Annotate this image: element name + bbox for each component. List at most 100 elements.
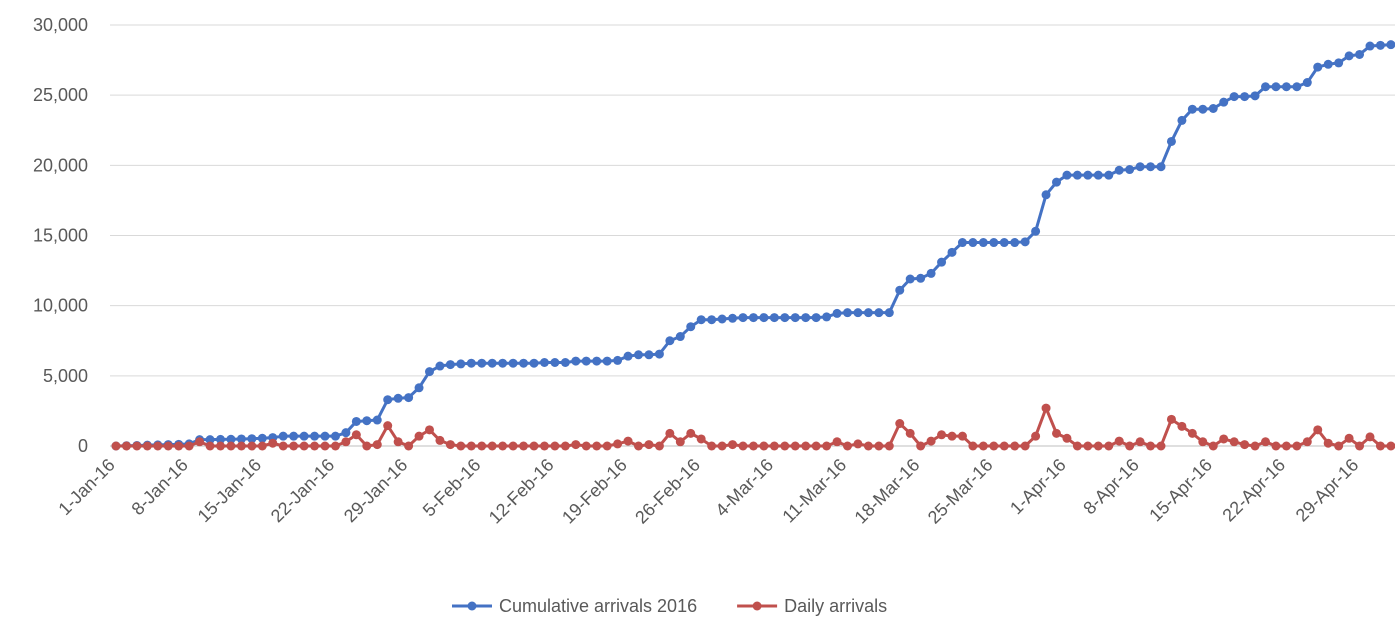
- data-point: [1344, 51, 1354, 61]
- data-point: [1271, 82, 1281, 92]
- data-point: [884, 308, 894, 318]
- data-point: [1198, 104, 1208, 114]
- data-point: [863, 441, 873, 451]
- data-point: [278, 441, 288, 451]
- data-point: [142, 441, 152, 451]
- data-point: [989, 238, 999, 248]
- data-point: [529, 441, 539, 451]
- data-point: [947, 247, 957, 257]
- data-point: [477, 441, 487, 451]
- data-point: [362, 441, 372, 451]
- data-point: [174, 441, 184, 451]
- data-point: [163, 441, 173, 451]
- data-point: [1010, 441, 1020, 451]
- y-tick-label: 20,000: [33, 155, 88, 175]
- data-point: [1177, 115, 1187, 125]
- data-point: [602, 356, 612, 366]
- data-point: [550, 358, 560, 368]
- data-point: [498, 358, 508, 368]
- data-point: [1135, 162, 1145, 172]
- data-point: [341, 428, 351, 438]
- data-point: [780, 441, 790, 451]
- data-point: [1135, 437, 1145, 447]
- data-point: [310, 441, 320, 451]
- data-point: [895, 419, 905, 429]
- data-point: [790, 441, 800, 451]
- data-point: [236, 441, 246, 451]
- data-point: [1334, 441, 1344, 451]
- data-point: [1093, 441, 1103, 451]
- data-point: [425, 367, 434, 377]
- data-point: [1072, 170, 1082, 180]
- data-point: [613, 439, 623, 449]
- data-point: [592, 356, 602, 366]
- data-point: [832, 308, 842, 318]
- legend-label: Daily arrivals: [784, 596, 887, 616]
- data-point: [665, 428, 675, 438]
- data-point: [550, 441, 560, 451]
- data-point: [1271, 441, 1281, 451]
- data-point: [404, 393, 414, 403]
- data-point: [644, 350, 654, 360]
- data-point: [581, 441, 591, 451]
- data-point: [571, 440, 581, 450]
- data-point: [581, 356, 591, 366]
- data-point: [1020, 237, 1030, 247]
- data-point: [393, 437, 403, 447]
- data-point: [1052, 177, 1061, 187]
- data-point: [1355, 441, 1365, 451]
- data-point: [111, 441, 121, 451]
- data-point: [634, 350, 643, 360]
- data-point: [1125, 441, 1135, 451]
- data-point: [1250, 441, 1260, 451]
- data-point: [769, 313, 779, 323]
- data-point: [696, 434, 706, 444]
- x-tick-label: 1-Apr-16: [1006, 455, 1070, 519]
- x-tick-label: 29-Jan-16: [340, 455, 411, 526]
- data-point: [811, 441, 821, 451]
- data-point: [383, 395, 393, 405]
- data-point: [978, 441, 988, 451]
- data-point: [675, 437, 685, 447]
- data-point: [216, 441, 225, 451]
- x-tick-label: 22-Apr-16: [1218, 455, 1289, 526]
- data-point: [132, 441, 142, 451]
- x-tick-label: 25-Mar-16: [924, 455, 997, 528]
- data-point: [968, 441, 978, 451]
- data-point: [675, 332, 685, 342]
- data-point: [874, 308, 884, 318]
- data-point: [498, 441, 508, 451]
- x-tick-label: 22-Jan-16: [267, 455, 338, 526]
- data-point: [728, 313, 738, 323]
- data-point: [728, 440, 738, 450]
- data-point: [257, 441, 267, 451]
- data-point: [216, 434, 225, 444]
- data-point: [445, 440, 455, 450]
- data-point: [790, 313, 800, 323]
- data-point: [957, 431, 967, 441]
- data-point: [1208, 103, 1218, 113]
- data-point: [1114, 165, 1124, 175]
- data-point: [278, 431, 288, 441]
- data-point: [654, 441, 664, 451]
- data-point: [1240, 92, 1250, 102]
- data-point: [1261, 437, 1270, 447]
- data-point: [1229, 92, 1239, 102]
- data-point: [853, 439, 863, 449]
- x-tick-label: 8-Apr-16: [1079, 455, 1143, 519]
- data-point: [1302, 78, 1312, 88]
- legend-marker: [467, 601, 477, 611]
- data-point: [1355, 49, 1365, 59]
- data-point: [801, 441, 811, 451]
- data-point: [519, 441, 529, 451]
- data-point: [1229, 437, 1239, 447]
- y-tick-label: 30,000: [33, 15, 88, 35]
- data-point: [1062, 433, 1072, 443]
- data-point: [1010, 238, 1020, 248]
- data-point: [1219, 434, 1229, 444]
- data-point: [738, 441, 748, 451]
- data-point: [686, 428, 696, 438]
- x-tick-label: 19-Feb-16: [558, 455, 631, 528]
- data-point: [1072, 441, 1082, 451]
- data-point: [1323, 438, 1333, 448]
